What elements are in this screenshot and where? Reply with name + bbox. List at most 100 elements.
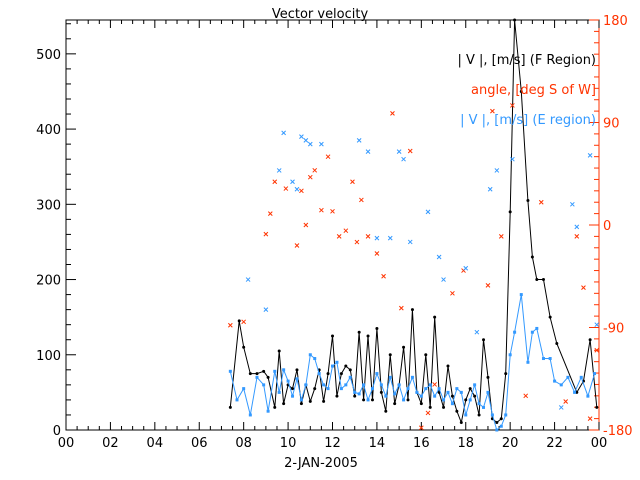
data-point [424, 387, 428, 391]
data-point [559, 383, 563, 387]
data-point [468, 387, 472, 391]
data-point [350, 179, 355, 185]
data-point [374, 251, 380, 256]
data-point [464, 398, 468, 402]
data-point [594, 322, 600, 328]
data-point [325, 154, 331, 160]
data-point [504, 413, 508, 417]
data-point [330, 208, 335, 214]
data-point [499, 424, 503, 428]
data-point [573, 390, 577, 394]
data-point [428, 405, 432, 409]
data-point [344, 364, 348, 368]
data-point [384, 409, 388, 413]
data-point [304, 383, 308, 387]
data-point [396, 149, 402, 155]
x-tick-label: 10 [280, 436, 297, 451]
data-point [486, 375, 490, 379]
data-point [459, 420, 463, 424]
data-point [455, 387, 459, 391]
data-point [299, 398, 303, 402]
data-point [401, 156, 406, 162]
data-point [379, 390, 383, 394]
data-point [393, 402, 397, 406]
data-point [266, 409, 270, 413]
y-left-tick-label: 100 [36, 349, 61, 364]
y-right-tick-label: -180 [603, 424, 633, 439]
x-tick-label: 02 [102, 436, 119, 451]
data-point [384, 394, 388, 398]
data-point [510, 103, 515, 108]
data-point [486, 390, 490, 394]
data-point [446, 390, 450, 394]
data-point [242, 345, 246, 349]
data-point [365, 234, 371, 239]
data-point [308, 353, 312, 357]
x-tick-label: 06 [191, 436, 208, 451]
x-tick-label: 00 [58, 436, 75, 451]
data-point [563, 399, 569, 404]
data-point [436, 254, 442, 260]
data-point [339, 387, 343, 391]
data-point [419, 402, 423, 406]
y-left-tick-label: 500 [36, 48, 61, 63]
data-point [262, 383, 266, 387]
data-point [388, 353, 392, 357]
data-point [508, 353, 512, 357]
data-point [433, 394, 437, 398]
x-tick-label: 08 [235, 436, 252, 451]
data-point [406, 387, 410, 391]
data-point [397, 383, 401, 387]
data-point [406, 398, 410, 402]
right-y-axis: -180 -90 0 90 180 [589, 14, 633, 439]
data-point [581, 285, 586, 290]
data-point [508, 210, 512, 214]
data-point [579, 375, 583, 379]
x-tick-label: 22 [546, 436, 563, 451]
data-point [299, 134, 304, 139]
data-point [370, 387, 374, 391]
data-point [335, 394, 339, 398]
data-point [331, 364, 334, 368]
data-point [526, 199, 530, 203]
data-point [432, 382, 438, 387]
y-right-tick-label: 180 [603, 14, 628, 29]
data-point [282, 368, 286, 372]
series-line [229, 19, 598, 425]
data-point [548, 315, 552, 319]
data-point [291, 387, 295, 391]
data-point [410, 375, 414, 379]
y-right-tick-label: 90 [603, 117, 620, 132]
data-point [538, 199, 544, 205]
y-left-tick-label: 300 [36, 198, 61, 213]
data-point [425, 410, 431, 416]
data-point [366, 398, 370, 402]
data-point [437, 387, 441, 391]
data-point [530, 255, 534, 259]
data-point [574, 234, 580, 239]
data-point [498, 234, 504, 239]
x-tick-label: 04 [147, 436, 164, 451]
data-point [357, 392, 361, 396]
data-point [442, 398, 446, 402]
data-point [586, 394, 590, 398]
data-point [487, 186, 493, 192]
data-point [510, 156, 515, 162]
data-point [482, 338, 486, 342]
data-point [588, 338, 592, 342]
data-point [303, 138, 309, 143]
data-point [362, 398, 366, 402]
series-3 [245, 130, 600, 410]
data-point [566, 375, 570, 379]
data-point [410, 308, 414, 312]
series-0 [228, 18, 599, 425]
data-point [362, 383, 366, 387]
data-point [419, 394, 423, 398]
data-point [473, 394, 477, 398]
data-point [495, 428, 499, 432]
data-point [495, 420, 499, 424]
data-point [402, 345, 406, 349]
data-point [398, 305, 404, 311]
data-point [499, 417, 503, 421]
